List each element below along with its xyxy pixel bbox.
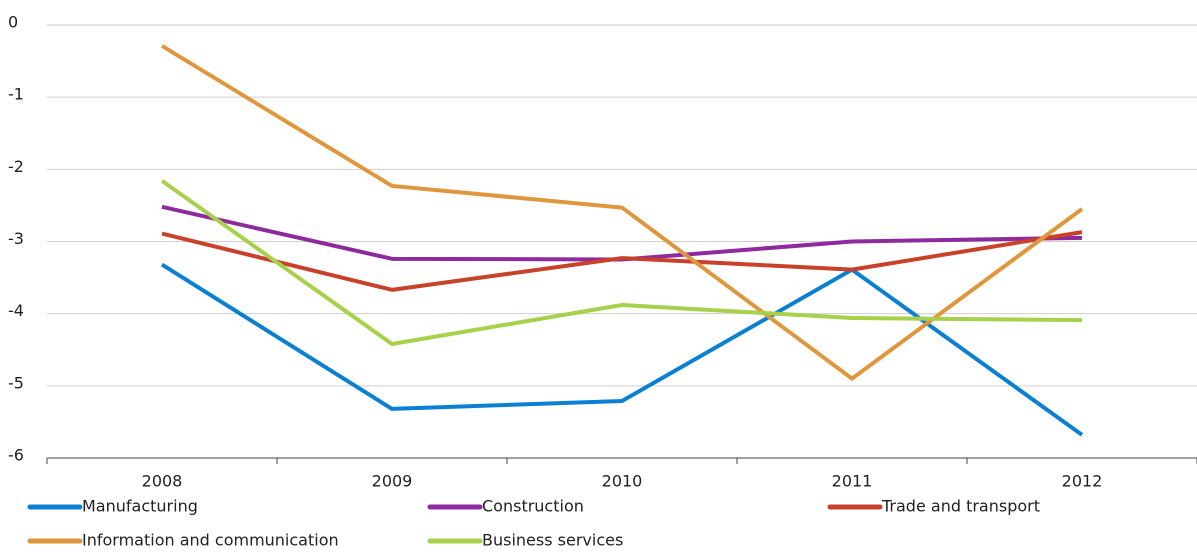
x-tick-label: 2008 <box>142 472 183 491</box>
x-tick-label: 2012 <box>1062 472 1103 491</box>
legend-label: Business services <box>482 531 623 550</box>
x-tick-label: 2011 <box>832 472 873 491</box>
y-tick-label: -2 <box>8 157 24 176</box>
y-tick-label: -6 <box>8 446 24 465</box>
y-tick-label: -4 <box>8 301 24 320</box>
y-tick-label: 0 <box>8 13 18 32</box>
legend-label: Information and communication <box>82 531 339 550</box>
y-tick-label: -5 <box>8 373 24 392</box>
series-line <box>160 262 1084 437</box>
series-line <box>161 204 1083 262</box>
series-line <box>160 179 1083 346</box>
y-tick-label: -3 <box>8 229 24 248</box>
legend-label: Manufacturing <box>82 497 198 516</box>
series-line <box>160 44 1084 381</box>
legend-label: Construction <box>482 497 584 516</box>
series-line <box>161 230 1083 292</box>
x-tick-label: 2010 <box>602 472 643 491</box>
y-tick-label: -1 <box>8 85 24 104</box>
x-tick-label: 2009 <box>372 472 413 491</box>
legend-label: Trade and transport <box>881 497 1040 516</box>
